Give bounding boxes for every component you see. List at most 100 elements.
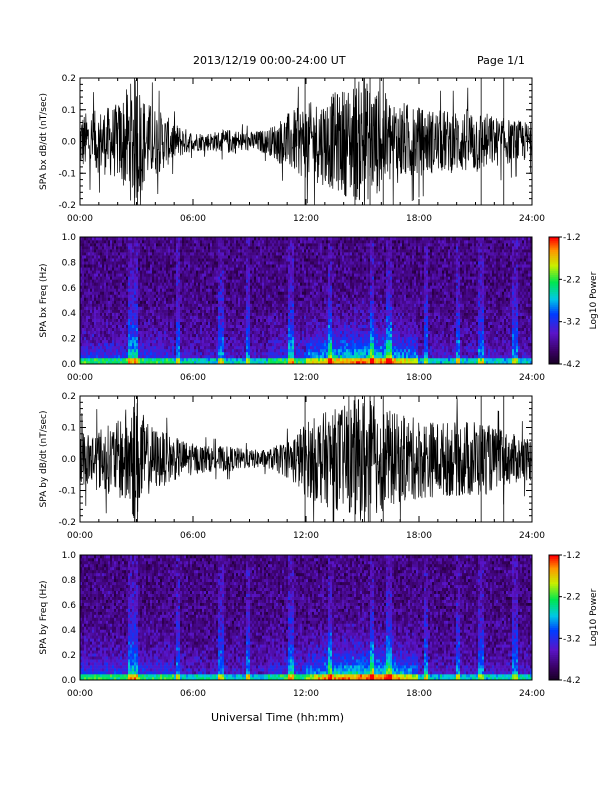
heatmap-cell bbox=[206, 243, 208, 246]
heatmap-cell bbox=[206, 337, 208, 340]
heatmap-cell bbox=[282, 310, 284, 313]
x-tick-label: 00:00 bbox=[67, 373, 93, 383]
heatmap-cell bbox=[188, 319, 190, 322]
heatmap-cell bbox=[214, 282, 216, 285]
heatmap-cell bbox=[254, 355, 256, 358]
heatmap-cell bbox=[106, 285, 108, 288]
heatmap-cell bbox=[170, 243, 172, 246]
heatmap-cell bbox=[156, 273, 158, 276]
heatmap-cell bbox=[226, 297, 228, 300]
heatmap-cell bbox=[252, 294, 254, 297]
heatmap-cell bbox=[170, 328, 172, 331]
heatmap-cell bbox=[84, 307, 86, 310]
heatmap-cell bbox=[276, 243, 278, 246]
heatmap-cell bbox=[302, 288, 304, 291]
heatmap-cell bbox=[140, 264, 142, 267]
heatmap-cell bbox=[166, 310, 168, 313]
heatmap-cell bbox=[200, 285, 202, 288]
heatmap-cell bbox=[256, 246, 258, 249]
heatmap-cell bbox=[88, 243, 90, 246]
heatmap-cell bbox=[126, 294, 128, 297]
heatmap-cell bbox=[188, 352, 190, 355]
heatmap-cell bbox=[156, 258, 158, 261]
heatmap-cell bbox=[216, 307, 218, 310]
heatmap-cell bbox=[136, 322, 138, 325]
heatmap-cell bbox=[276, 270, 278, 273]
heatmap-cell bbox=[220, 270, 222, 273]
heatmap-cell bbox=[246, 355, 248, 358]
heatmap-cell bbox=[84, 279, 86, 282]
heatmap-cell bbox=[246, 319, 248, 322]
heatmap-cell bbox=[104, 294, 106, 297]
heatmap-cell bbox=[286, 325, 288, 328]
heatmap-cell bbox=[218, 316, 220, 319]
heatmap-cell bbox=[268, 337, 270, 340]
heatmap-cell bbox=[176, 337, 178, 340]
heatmap-cell bbox=[160, 352, 162, 355]
heatmap-cell bbox=[260, 328, 262, 331]
heatmap-cell bbox=[110, 279, 112, 282]
heatmap-cell bbox=[104, 328, 106, 331]
heatmap-cell bbox=[224, 346, 226, 349]
heatmap-cell bbox=[296, 288, 298, 291]
heatmap-cell bbox=[290, 331, 292, 334]
heatmap-cell bbox=[136, 328, 138, 331]
heatmap-cell bbox=[88, 261, 90, 264]
heatmap-cell bbox=[284, 343, 286, 346]
heatmap-cell bbox=[212, 337, 214, 340]
heatmap-cell bbox=[286, 307, 288, 310]
heatmap-cell bbox=[284, 252, 286, 255]
heatmap-cell bbox=[148, 258, 150, 261]
heatmap-cell bbox=[186, 343, 188, 346]
heatmap-cell bbox=[90, 334, 92, 337]
heatmap-cell bbox=[150, 279, 152, 282]
heatmap-cell bbox=[114, 246, 116, 249]
heatmap-cell bbox=[192, 279, 194, 282]
heatmap-cell bbox=[190, 240, 192, 243]
heatmap-cell bbox=[184, 346, 186, 349]
heatmap-cell bbox=[298, 355, 300, 358]
heatmap-cell bbox=[176, 358, 178, 361]
heatmap-cell bbox=[294, 267, 296, 270]
heatmap-cell bbox=[294, 334, 296, 337]
heatmap-cell bbox=[280, 304, 282, 307]
heatmap-cell bbox=[278, 301, 280, 304]
heatmap-cell bbox=[224, 291, 226, 294]
heatmap-cell bbox=[254, 291, 256, 294]
heatmap-cell bbox=[88, 294, 90, 297]
heatmap-cell bbox=[226, 279, 228, 282]
heatmap-cell bbox=[184, 246, 186, 249]
heatmap-cell bbox=[174, 273, 176, 276]
heatmap-cell bbox=[280, 273, 282, 276]
heatmap-cell bbox=[180, 301, 182, 304]
heatmap-cell bbox=[212, 243, 214, 246]
heatmap-cell bbox=[268, 325, 270, 328]
heatmap-cell bbox=[268, 252, 270, 255]
heatmap-cell bbox=[176, 249, 178, 252]
heatmap-cell bbox=[226, 343, 228, 346]
heatmap-cell bbox=[128, 355, 130, 358]
heatmap-cell bbox=[258, 255, 260, 258]
heatmap-cell bbox=[136, 307, 138, 310]
heatmap-cell bbox=[304, 282, 306, 285]
heatmap-cell bbox=[214, 358, 216, 361]
heatmap-cell bbox=[140, 294, 142, 297]
heatmap-cell bbox=[230, 243, 232, 246]
heatmap-cell bbox=[220, 316, 222, 319]
heatmap-cell bbox=[136, 258, 138, 261]
heatmap-cell bbox=[148, 313, 150, 316]
heatmap-cell bbox=[266, 349, 268, 352]
heatmap-cell bbox=[224, 343, 226, 346]
heatmap-cell bbox=[216, 319, 218, 322]
heatmap-cell bbox=[234, 304, 236, 307]
heatmap-cell bbox=[108, 264, 110, 267]
heatmap-cell bbox=[188, 291, 190, 294]
heatmap-cell bbox=[252, 307, 254, 310]
heatmap-cell bbox=[144, 270, 146, 273]
heatmap-cell bbox=[188, 285, 190, 288]
heatmap-cell bbox=[224, 349, 226, 352]
heatmap-cell bbox=[208, 279, 210, 282]
heatmap-cell bbox=[218, 346, 220, 349]
heatmap-cell bbox=[262, 252, 264, 255]
heatmap-cell bbox=[166, 270, 168, 273]
